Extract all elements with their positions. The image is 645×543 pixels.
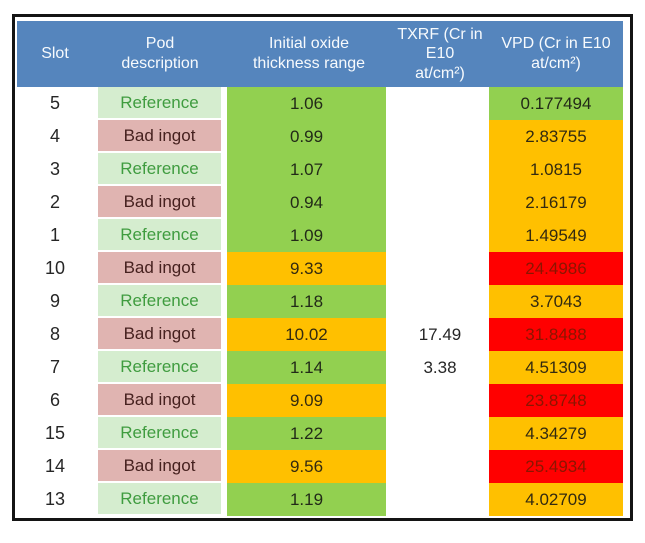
oxide-thickness-cell: 1.18 [227, 285, 391, 318]
txrf-cell: 17.49 [391, 318, 489, 351]
pod-description-cell: Reference [93, 87, 227, 120]
column-header-slot: Slot [17, 21, 93, 87]
oxide-thickness-cell: 1.09 [227, 219, 391, 252]
slot-cell: 8 [17, 318, 93, 351]
txrf-cell: 3.38 [391, 351, 489, 384]
vpd-cell: 0.177494 [489, 87, 623, 120]
pod-description-cell: Reference [93, 351, 227, 384]
txrf-cell [391, 252, 489, 285]
oxide-thickness-cell: 0.99 [227, 120, 391, 153]
pod-description-cell: Reference [93, 285, 227, 318]
column-header-pod: Pod description [93, 21, 227, 87]
slot-cell: 10 [17, 252, 93, 285]
vpd-cell: 4.02709 [489, 483, 623, 516]
oxide-thickness-cell: 1.22 [227, 417, 391, 450]
txrf-cell [391, 87, 489, 120]
pod-description-cell: Bad ingot [93, 384, 227, 417]
txrf-cell [391, 120, 489, 153]
slot-cell: 13 [17, 483, 93, 516]
pod-description-cell: Reference [93, 219, 227, 252]
slot-cell: 6 [17, 384, 93, 417]
vpd-cell: 25.4934 [489, 450, 623, 483]
column-header-oxide: Initial oxide thickness range [227, 21, 391, 87]
pod-description-cell: Bad ingot [93, 120, 227, 153]
slot-cell: 7 [17, 351, 93, 384]
pod-description-cell: Reference [93, 417, 227, 450]
txrf-cell [391, 153, 489, 186]
vpd-cell: 2.16179 [489, 186, 623, 219]
slot-cell: 1 [17, 219, 93, 252]
oxide-thickness-cell: 1.07 [227, 153, 391, 186]
slot-cell: 5 [17, 87, 93, 120]
oxide-thickness-cell: 10.02 [227, 318, 391, 351]
slot-cell: 9 [17, 285, 93, 318]
oxide-thickness-cell: 1.06 [227, 87, 391, 120]
vpd-cell: 2.83755 [489, 120, 623, 153]
txrf-cell [391, 285, 489, 318]
txrf-cell [391, 483, 489, 516]
pod-description-cell: Bad ingot [93, 252, 227, 285]
oxide-thickness-cell: 1.19 [227, 483, 391, 516]
vpd-cell: 23.8748 [489, 384, 623, 417]
table-frame: Slot Pod description Initial oxide thickne… [12, 14, 633, 521]
txrf-cell [391, 219, 489, 252]
slot-cell: 14 [17, 450, 93, 483]
slot-cell: 4 [17, 120, 93, 153]
txrf-cell [391, 450, 489, 483]
slot-cell: 2 [17, 186, 93, 219]
column-header-txrf: TXRF (Cr in E10 at/cm²) [391, 21, 489, 87]
oxide-thickness-cell: 1.14 [227, 351, 391, 384]
txrf-cell [391, 384, 489, 417]
vpd-cell: 3.7043 [489, 285, 623, 318]
pod-description-cell: Reference [93, 153, 227, 186]
column-header-vpd: VPD (Cr in E10 at/cm²) [489, 21, 623, 87]
oxide-thickness-cell: 9.33 [227, 252, 391, 285]
oxide-thickness-cell: 9.09 [227, 384, 391, 417]
vpd-cell: 4.34279 [489, 417, 623, 450]
oxide-thickness-cell: 9.56 [227, 450, 391, 483]
pod-description-cell: Reference [93, 483, 227, 516]
vpd-cell: 31.8488 [489, 318, 623, 351]
pod-description-cell: Bad ingot [93, 318, 227, 351]
pod-description-cell: Bad ingot [93, 450, 227, 483]
vpd-cell: 1.49549 [489, 219, 623, 252]
oxide-thickness-cell: 0.94 [227, 186, 391, 219]
txrf-cell [391, 186, 489, 219]
vpd-cell: 1.0815 [489, 153, 623, 186]
slot-cell: 15 [17, 417, 93, 450]
pod-description-cell: Bad ingot [93, 186, 227, 219]
vpd-cell: 24.4986 [489, 252, 623, 285]
txrf-cell [391, 417, 489, 450]
slot-measurement-table: Slot Pod description Initial oxide thickne… [17, 21, 623, 516]
vpd-cell: 4.51309 [489, 351, 623, 384]
slot-cell: 3 [17, 153, 93, 186]
